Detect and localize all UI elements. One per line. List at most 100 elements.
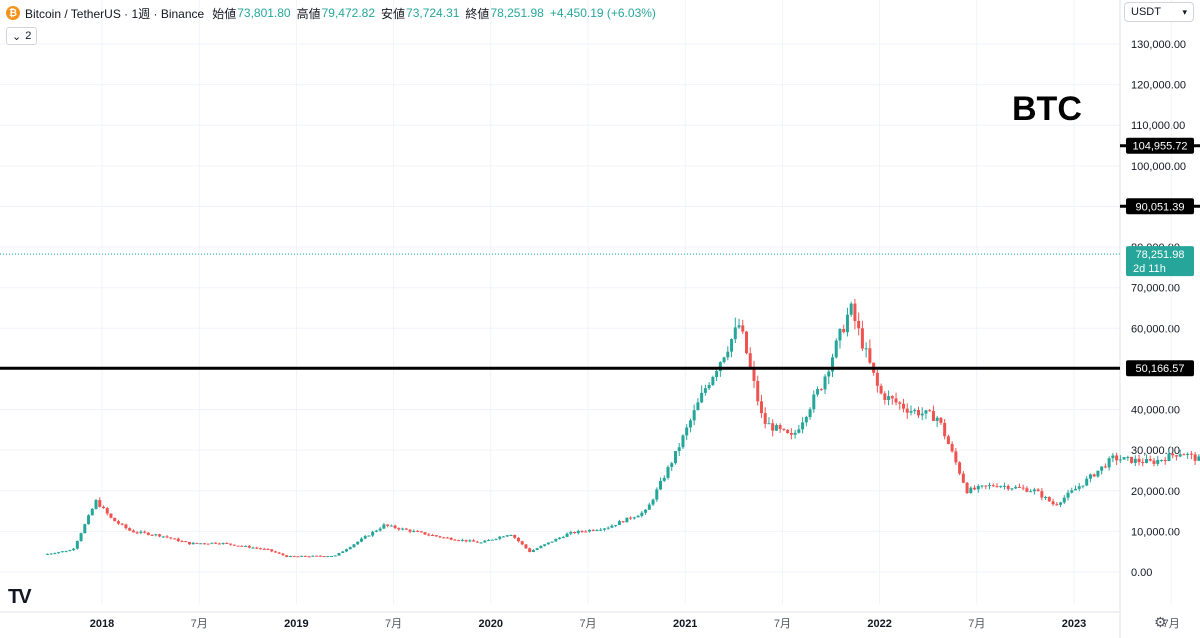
chevron-down-icon: ⌄ — [12, 30, 22, 43]
close-value: 78,251.98 — [490, 6, 544, 20]
bitcoin-icon: ₿ — [6, 6, 20, 20]
candle — [860, 328, 864, 349]
x-tick-label: 2018 — [90, 618, 114, 630]
candle — [75, 541, 79, 549]
candle — [1152, 460, 1156, 464]
candle — [554, 538, 558, 542]
candle — [681, 435, 685, 448]
candle — [786, 429, 790, 434]
candle — [232, 544, 236, 546]
candle — [449, 537, 453, 540]
candle — [494, 538, 498, 540]
indicator-collapse-button[interactable]: ⌄ 2 — [6, 27, 38, 45]
candle — [1014, 486, 1018, 489]
level-price-label: 104,955.72 — [1132, 141, 1187, 153]
candle — [386, 524, 390, 526]
candle — [670, 463, 674, 467]
candle — [154, 534, 158, 536]
x-tick-label: 2019 — [284, 618, 308, 630]
candle — [266, 548, 270, 550]
candle — [913, 410, 917, 412]
candle — [916, 410, 920, 416]
candle — [90, 508, 94, 516]
candle — [72, 548, 76, 551]
candle — [408, 529, 412, 532]
candle — [173, 538, 177, 540]
candle — [969, 487, 973, 494]
candle — [853, 303, 857, 321]
open-value: 73,801.80 — [237, 6, 291, 20]
candle — [176, 538, 180, 542]
candle — [973, 487, 977, 490]
candle — [655, 489, 659, 500]
candle — [445, 537, 449, 539]
candle — [1182, 454, 1186, 456]
candle — [928, 410, 932, 412]
candle — [311, 555, 315, 557]
candle — [277, 552, 281, 554]
candle — [943, 422, 947, 437]
x-tick-label: 2020 — [479, 618, 503, 630]
low-value: 73,724.31 — [406, 6, 460, 20]
candle — [150, 534, 154, 536]
candle — [1040, 491, 1044, 498]
candle — [505, 535, 509, 537]
y-tick-label: 0.00 — [1131, 567, 1152, 579]
candle — [404, 528, 408, 530]
candle — [741, 325, 745, 332]
candle — [685, 427, 689, 436]
candle — [490, 539, 494, 541]
candle — [453, 539, 457, 541]
candle — [513, 534, 517, 538]
candle — [1174, 455, 1178, 457]
tradingview-logo-icon[interactable]: TV — [8, 586, 32, 609]
candle — [1167, 453, 1171, 462]
candle — [161, 536, 165, 538]
btc-annotation: BTC — [1012, 90, 1082, 128]
y-tick-label: 40,000.00 — [1131, 405, 1180, 417]
y-tick-label: 100,000.00 — [1131, 161, 1186, 173]
candle — [924, 410, 928, 414]
candle — [487, 540, 491, 542]
gear-icon[interactable]: ⚙ — [1154, 614, 1167, 630]
candle — [101, 506, 105, 509]
candle — [146, 532, 150, 535]
candle — [580, 530, 584, 532]
symbol-title[interactable]: Bitcoin / TetherUS · 1週 · Binance — [25, 6, 205, 21]
candle — [45, 553, 49, 555]
candle — [573, 531, 577, 534]
candle — [816, 389, 820, 395]
candle — [79, 533, 83, 542]
candle — [793, 432, 797, 435]
currency-selector[interactable]: USDT ▾ — [1124, 2, 1194, 22]
candle — [195, 542, 199, 544]
candle — [281, 553, 285, 556]
candle — [842, 329, 846, 333]
candle — [57, 552, 61, 554]
candle — [961, 473, 965, 483]
candle — [887, 396, 891, 401]
candle — [759, 401, 763, 414]
candle — [830, 357, 834, 372]
candle — [1156, 459, 1160, 464]
candle — [202, 543, 206, 545]
candle — [898, 402, 902, 404]
candle — [546, 542, 550, 545]
candle — [696, 402, 700, 411]
candle — [255, 547, 259, 549]
candle — [733, 327, 737, 340]
current-price-label: 78,251.98 — [1136, 249, 1185, 261]
candle — [909, 411, 913, 413]
candle — [1122, 457, 1126, 460]
y-tick-label: 60,000.00 — [1131, 323, 1180, 335]
candle — [247, 545, 251, 548]
candle — [483, 540, 487, 543]
candle — [502, 536, 506, 538]
candle — [939, 417, 943, 423]
candle — [774, 425, 778, 431]
candle — [143, 531, 147, 533]
candle — [771, 423, 775, 431]
candle — [935, 417, 939, 421]
candle — [524, 544, 528, 549]
